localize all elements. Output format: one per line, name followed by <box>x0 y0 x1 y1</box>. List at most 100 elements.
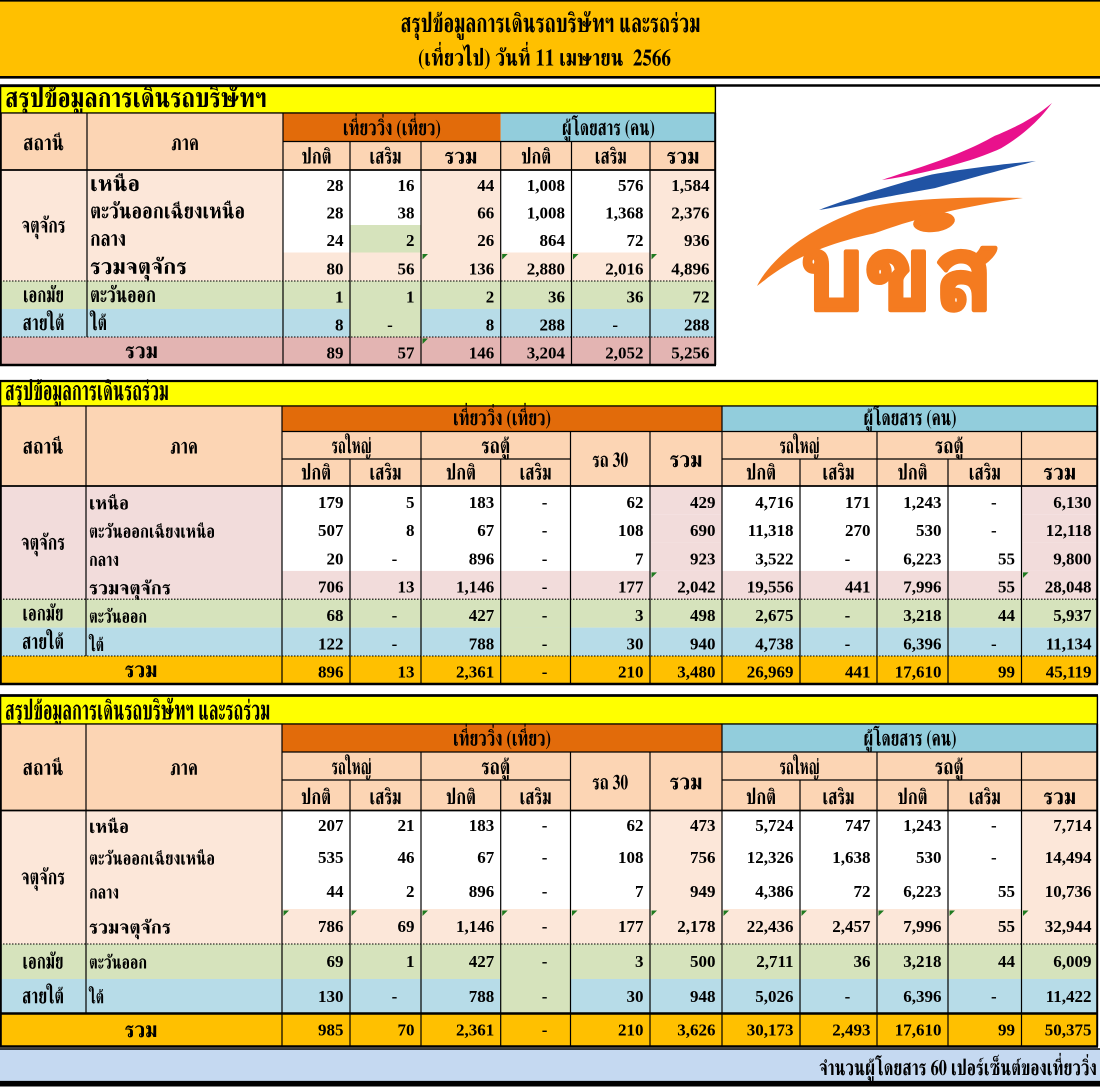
svg-text:210: 210 <box>618 1021 644 1040</box>
svg-text:2,493: 2,493 <box>832 1021 870 1040</box>
svg-text:108: 108 <box>618 521 644 540</box>
svg-text:108: 108 <box>618 848 644 867</box>
svg-text:1,008: 1,008 <box>527 204 565 223</box>
svg-text:2: 2 <box>406 231 415 250</box>
svg-text:498: 498 <box>690 606 716 625</box>
svg-text:-: - <box>542 521 548 540</box>
svg-text:-: - <box>392 987 398 1006</box>
svg-text:427: 427 <box>469 606 495 625</box>
svg-text:1,146: 1,146 <box>456 917 494 936</box>
svg-text:-: - <box>991 493 997 512</box>
svg-text:66: 66 <box>477 204 494 223</box>
svg-text:441: 441 <box>845 578 871 597</box>
svg-text:12,326: 12,326 <box>747 848 794 867</box>
svg-text:-: - <box>542 987 548 1006</box>
svg-text:130: 130 <box>318 987 344 1006</box>
svg-text:-: - <box>991 816 997 835</box>
svg-text:-: - <box>991 987 997 1006</box>
svg-text:45,119: 45,119 <box>1046 663 1092 682</box>
svg-text:36: 36 <box>627 288 644 307</box>
svg-text:788: 788 <box>469 987 495 1006</box>
svg-text:19,556: 19,556 <box>747 578 794 597</box>
svg-text:1: 1 <box>335 288 344 307</box>
svg-text:-: - <box>991 521 997 540</box>
svg-text:923: 923 <box>690 549 716 568</box>
svg-text:17,610: 17,610 <box>895 1021 942 1040</box>
svg-text:5,724: 5,724 <box>755 816 794 835</box>
svg-text:57: 57 <box>398 344 416 363</box>
svg-text:2,361: 2,361 <box>456 663 494 682</box>
svg-text:-: - <box>542 1021 548 1040</box>
svg-text:36: 36 <box>854 952 871 971</box>
svg-text:-: - <box>542 493 548 512</box>
svg-text:1,243: 1,243 <box>903 493 941 512</box>
svg-text:80: 80 <box>327 260 344 279</box>
svg-text:28: 28 <box>327 204 344 223</box>
svg-text:-: - <box>542 606 548 625</box>
svg-text:7,996: 7,996 <box>903 917 941 936</box>
svg-text:896: 896 <box>469 882 495 901</box>
svg-text:-: - <box>542 549 548 568</box>
svg-text:28: 28 <box>327 176 344 195</box>
svg-text:3: 3 <box>635 952 644 971</box>
svg-text:2: 2 <box>486 288 495 307</box>
svg-text:99: 99 <box>998 663 1015 682</box>
svg-text:44: 44 <box>998 952 1016 971</box>
svg-text:44: 44 <box>327 882 345 901</box>
svg-text:-: - <box>612 316 618 335</box>
svg-text:5,026: 5,026 <box>755 987 793 1006</box>
svg-text:21: 21 <box>398 816 415 835</box>
svg-text:690: 690 <box>690 521 716 540</box>
svg-text:11,134: 11,134 <box>1046 635 1092 654</box>
svg-text:20: 20 <box>327 549 344 568</box>
svg-text:535: 535 <box>318 848 344 867</box>
svg-text:3,522: 3,522 <box>755 549 793 568</box>
svg-text:13: 13 <box>398 663 415 682</box>
svg-text:50,375: 50,375 <box>1045 1021 1092 1040</box>
svg-text:6,223: 6,223 <box>903 549 941 568</box>
svg-text:3,218: 3,218 <box>903 606 941 625</box>
svg-text:756: 756 <box>690 848 716 867</box>
svg-text:3,480: 3,480 <box>677 663 715 682</box>
svg-text:122: 122 <box>318 635 344 654</box>
svg-text:11,318: 11,318 <box>748 521 794 540</box>
svg-text:1,243: 1,243 <box>903 816 941 835</box>
svg-text:171: 171 <box>845 493 871 512</box>
svg-text:530: 530 <box>916 521 942 540</box>
svg-text:179: 179 <box>318 493 344 512</box>
svg-text:56: 56 <box>398 260 415 279</box>
svg-text:67: 67 <box>477 521 495 540</box>
svg-text:30: 30 <box>627 635 644 654</box>
svg-text:-: - <box>392 635 398 654</box>
svg-text:5,937: 5,937 <box>1053 606 1092 625</box>
svg-text:14,494: 14,494 <box>1045 848 1092 867</box>
svg-text:429: 429 <box>690 493 716 512</box>
svg-text:3,626: 3,626 <box>677 1021 715 1040</box>
svg-text:-: - <box>542 882 548 901</box>
svg-text:1,368: 1,368 <box>605 204 643 223</box>
svg-text:1,584: 1,584 <box>671 176 710 195</box>
svg-text:507: 507 <box>318 521 344 540</box>
svg-text:24: 24 <box>327 231 345 250</box>
svg-text:30,173: 30,173 <box>747 1021 794 1040</box>
svg-text:16: 16 <box>398 176 415 195</box>
svg-text:8: 8 <box>486 316 495 335</box>
svg-text:44: 44 <box>477 176 495 195</box>
svg-text:2,376: 2,376 <box>671 204 709 223</box>
svg-text:288: 288 <box>684 316 710 335</box>
svg-text:55: 55 <box>998 578 1015 597</box>
svg-text:2,880: 2,880 <box>527 260 565 279</box>
svg-text:-: - <box>542 578 548 597</box>
svg-text:4,386: 4,386 <box>755 882 793 901</box>
svg-text:500: 500 <box>690 952 716 971</box>
svg-text:6,223: 6,223 <box>903 882 941 901</box>
svg-text:26,969: 26,969 <box>747 663 794 682</box>
svg-text:55: 55 <box>998 882 1015 901</box>
svg-text:3,218: 3,218 <box>903 952 941 971</box>
svg-text:-: - <box>845 549 851 568</box>
svg-text:67: 67 <box>477 848 495 867</box>
svg-text:46: 46 <box>398 848 415 867</box>
svg-text:2,052: 2,052 <box>605 344 643 363</box>
svg-text:6,009: 6,009 <box>1053 952 1091 971</box>
svg-text:136: 136 <box>469 260 495 279</box>
